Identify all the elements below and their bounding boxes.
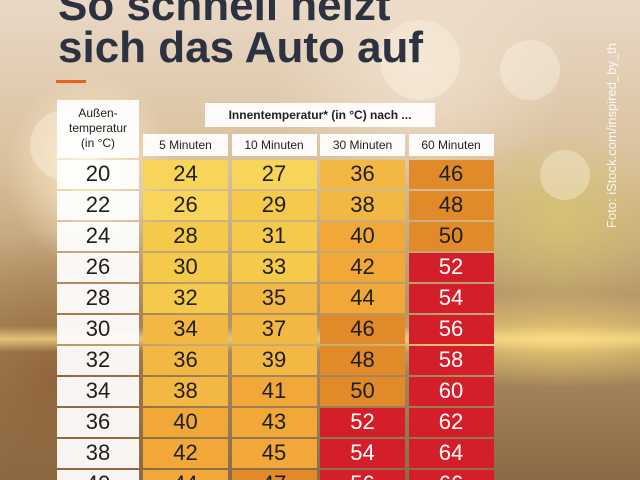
inside-temperature-cell: 47 — [231, 470, 317, 480]
outside-temperature-cell: 24 — [57, 222, 139, 251]
inside-temperature-cell: 60 — [408, 377, 494, 406]
outside-temperature-header: Außen- temperatur (in °C) — [57, 100, 139, 158]
column-header-5-min: 5 Minuten — [143, 134, 228, 156]
table-row: 30 34 37 46 56 — [57, 315, 497, 344]
inside-temperature-cell: 40 — [320, 222, 405, 251]
headline-line-1: So schnell heizt — [58, 0, 391, 30]
outside-temperature-cell: 38 — [57, 439, 139, 468]
inside-temperature-header: Innentemperatur* (in °C) nach ... — [205, 103, 435, 127]
inside-temperature-cell: 42 — [320, 253, 405, 282]
bokeh-light — [380, 20, 460, 100]
inside-temperature-cell: 26 — [143, 191, 228, 220]
table-row: 22 26 29 38 48 — [57, 191, 497, 220]
inside-temperature-cell: 48 — [320, 346, 405, 375]
outside-temperature-cell: 26 — [57, 253, 139, 282]
outside-header-line: Außen- — [78, 106, 118, 120]
table-row: 38 42 45 54 64 — [57, 439, 497, 468]
inside-temperature-cell: 30 — [143, 253, 228, 282]
column-header-10-min: 10 Minuten — [231, 134, 317, 156]
inside-temperature-cell: 66 — [408, 470, 494, 480]
inside-temperature-cell: 50 — [408, 222, 494, 251]
inside-temperature-cell: 44 — [143, 470, 228, 480]
table-row: 28 32 35 44 54 — [57, 284, 497, 313]
inside-temperature-cell: 56 — [408, 315, 494, 344]
headline-line-2: sich das Auto auf — [58, 23, 424, 72]
outside-temperature-cell: 32 — [57, 346, 139, 375]
table-row: 34 38 41 50 60 — [57, 377, 497, 406]
bokeh-light — [540, 150, 590, 200]
bokeh-light — [500, 40, 560, 100]
inside-temperature-cell: 32 — [143, 284, 228, 313]
table-row: 36 40 43 52 62 — [57, 408, 497, 437]
outside-temperature-cell: 20 — [57, 160, 139, 189]
inside-temperature-cell: 42 — [143, 439, 228, 468]
inside-temperature-cell: 62 — [408, 408, 494, 437]
inside-temperature-cell: 33 — [231, 253, 317, 282]
column-header-30-min: 30 Minuten — [320, 134, 405, 156]
outside-temperature-cell: 40 — [57, 470, 139, 480]
inside-temperature-cell: 36 — [143, 346, 228, 375]
inside-temperature-cell: 34 — [143, 315, 228, 344]
inside-temperature-cell: 43 — [231, 408, 317, 437]
inside-temperature-cell: 56 — [320, 470, 405, 480]
inside-temperature-cell: 38 — [143, 377, 228, 406]
inside-temperature-cell: 54 — [408, 284, 494, 313]
outside-temperature-cell: 36 — [57, 408, 139, 437]
inside-temperature-cell: 24 — [143, 160, 228, 189]
accent-underline — [56, 80, 86, 83]
inside-temperature-cell: 48 — [408, 191, 494, 220]
inside-temperature-cell: 58 — [408, 346, 494, 375]
inside-temperature-cell: 41 — [231, 377, 317, 406]
table-row: 26 30 33 42 52 — [57, 253, 497, 282]
inside-temperature-cell: 37 — [231, 315, 317, 344]
table-row: 20 24 27 36 46 — [57, 160, 497, 189]
inside-temperature-cell: 38 — [320, 191, 405, 220]
outside-header-line: temperatur — [68, 121, 128, 135]
inside-temperature-cell: 46 — [320, 315, 405, 344]
outside-temperature-cell: 22 — [57, 191, 139, 220]
inside-temperature-cell: 28 — [143, 222, 228, 251]
inside-temperature-cell: 52 — [408, 253, 494, 282]
inside-temperature-cell: 52 — [320, 408, 405, 437]
temperature-table-body: 20 24 27 36 46 22 26 29 38 48 24 28 31 40 50 26 30 33 42 52… — [57, 160, 497, 480]
outside-temperature-cell: 30 — [57, 315, 139, 344]
inside-temperature-cell: 50 — [320, 377, 405, 406]
table-row: 40 44475666 — [57, 470, 497, 480]
inside-temperature-cell: 46 — [408, 160, 494, 189]
outside-header-line: (in °C) — [80, 136, 116, 150]
photo-credit: Foto: iStock.com/inspired_by_th — [604, 43, 619, 228]
table-row: 32 36 39 48 58 — [57, 346, 497, 375]
inside-temperature-cell: 45 — [231, 439, 317, 468]
inside-temperature-cell: 39 — [231, 346, 317, 375]
inside-temperature-cell: 35 — [231, 284, 317, 313]
inside-temperature-cell: 44 — [320, 284, 405, 313]
inside-temperature-cell: 40 — [143, 408, 228, 437]
inside-temperature-cell: 27 — [231, 160, 317, 189]
column-header-60-min: 60 Minuten — [408, 134, 494, 156]
table-row: 24 28 31 40 50 — [57, 222, 497, 251]
inside-temperature-cell: 36 — [320, 160, 405, 189]
outside-temperature-cell: 28 — [57, 284, 139, 313]
inside-temperature-cell: 64 — [408, 439, 494, 468]
inside-temperature-cell: 31 — [231, 222, 317, 251]
inside-temperature-cell: 54 — [320, 439, 405, 468]
inside-temperature-cell: 29 — [231, 191, 317, 220]
outside-temperature-cell: 34 — [57, 377, 139, 406]
